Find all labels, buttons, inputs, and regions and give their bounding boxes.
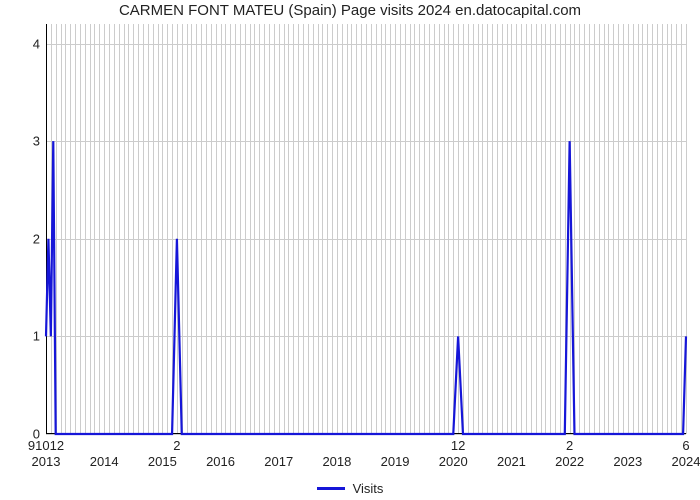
value-annotation: 12	[451, 438, 465, 453]
x-tick-label: 2022	[555, 454, 584, 469]
value-annotation: 6	[682, 438, 689, 453]
value-annotation: 2	[173, 438, 180, 453]
value-annotation: 2	[566, 438, 573, 453]
x-tick-label: 2020	[439, 454, 468, 469]
y-tick-label: 3	[18, 134, 40, 149]
legend-swatch	[317, 487, 345, 490]
x-tick-label: 2018	[322, 454, 351, 469]
x-tick-label: 2013	[32, 454, 61, 469]
series-line	[46, 24, 686, 434]
value-annotation: 91012	[28, 438, 64, 453]
y-tick-label: 2	[18, 231, 40, 246]
x-tick-label: 2015	[148, 454, 177, 469]
gridline-vertical	[686, 24, 687, 434]
y-tick-label: 4	[18, 36, 40, 51]
x-tick-label: 2023	[613, 454, 642, 469]
y-tick-label: 1	[18, 329, 40, 344]
x-tick-label: 2014	[90, 454, 119, 469]
x-tick-label: 2016	[206, 454, 235, 469]
x-tick-label: 2024	[672, 454, 700, 469]
x-tick-label: 2021	[497, 454, 526, 469]
legend: Visits	[0, 481, 700, 496]
x-tick-label: 2019	[381, 454, 410, 469]
chart-title: CARMEN FONT MATEU (Spain) Page visits 20…	[0, 2, 700, 19]
legend-label: Visits	[353, 481, 384, 496]
x-tick-label: 2017	[264, 454, 293, 469]
plot-area	[46, 24, 686, 434]
